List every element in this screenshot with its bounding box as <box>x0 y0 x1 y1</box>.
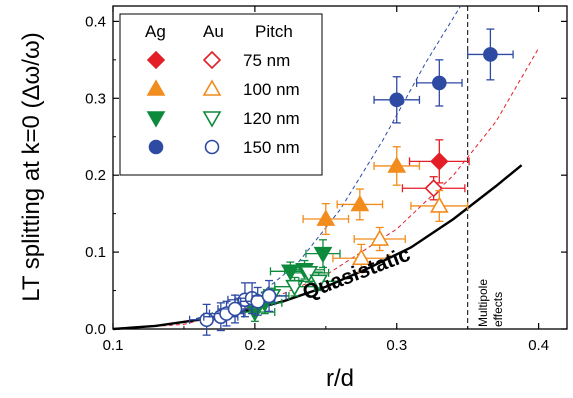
data-point <box>353 226 406 252</box>
data-point <box>302 202 350 236</box>
legend-au-150-nm-marker <box>204 139 220 155</box>
au-150-nm-marker <box>199 312 214 328</box>
x-tick-label: 0.3 <box>386 337 407 354</box>
y-tick-label: 0.0 <box>85 321 106 338</box>
legend-rows: 75 nm 100 nm 120 nm 150 nm <box>146 50 300 157</box>
ag-100-nm-marker <box>387 156 407 173</box>
data-point <box>251 279 287 312</box>
legend-ag-100-nm-marker <box>146 79 166 96</box>
ticks-layer: 0.1 0.2 0.3 0.40.00.10.20.30.4 <box>85 6 567 354</box>
data-point <box>332 243 391 273</box>
legend-header-pitch: Pitch <box>255 22 293 41</box>
au-150-nm-marker <box>261 288 277 304</box>
y-tick-label: 0.1 <box>85 244 106 261</box>
multipole-label-line1: Multipole <box>476 279 490 327</box>
ag-100-nm-marker <box>316 209 336 226</box>
data-point <box>288 262 330 283</box>
data-point <box>336 188 384 221</box>
au-100-nm-marker <box>351 248 371 266</box>
ag-150-nm-marker <box>389 92 405 108</box>
legend-au-120-nm-marker <box>202 111 222 128</box>
data-point <box>410 189 469 222</box>
ag-120-nm-marker <box>313 246 333 264</box>
legend-pitch-label: 100 nm <box>243 80 300 99</box>
data-point <box>298 271 340 292</box>
x-tick-label: 0.4 <box>528 337 549 354</box>
legend: Ag Au Pitch 75 nm 100 nm 120 nm 150 nm <box>119 13 323 176</box>
x-axis-title: r/d <box>326 365 354 392</box>
plot-area <box>112 5 568 330</box>
data-point <box>373 146 421 186</box>
au-75-nm-marker <box>424 179 443 198</box>
au-100-nm-marker <box>370 229 390 246</box>
legend-header-ag: Ag <box>145 22 166 41</box>
data-point <box>408 139 470 184</box>
ag-150-nm-marker <box>483 47 498 62</box>
x-tick-label: 0.1 <box>103 337 124 354</box>
dashed-fit-curve <box>112 48 540 330</box>
ag-150-nm-marker <box>432 75 447 91</box>
multipole-label-line2: effects <box>491 292 505 327</box>
legend-header-au: Au <box>203 22 224 41</box>
legend-ag-150-nm-marker <box>148 139 164 155</box>
data-point <box>208 300 245 327</box>
markers-layer <box>188 28 514 336</box>
data-point <box>415 59 463 107</box>
y-tick-label: 0.4 <box>85 13 106 30</box>
legend-ag-75-nm-marker <box>146 50 166 70</box>
y-axis-title: LT splitting at k=0 (Δω/ω) <box>18 32 45 301</box>
ag-75-nm-marker <box>430 152 449 171</box>
ag-100-nm-marker <box>350 194 370 212</box>
y-tick-label: 0.2 <box>85 167 106 184</box>
data-point <box>467 28 514 81</box>
legend-pitch-label: 150 nm <box>243 138 300 157</box>
plot-frame <box>112 5 568 330</box>
data-point <box>305 239 341 269</box>
legend-pitch-label: 120 nm <box>243 109 300 128</box>
x-tick-label: 0.2 <box>244 337 265 354</box>
au-120-nm-marker <box>309 274 329 291</box>
legend-au-75-nm-marker <box>202 50 222 70</box>
y-tick-label: 0.3 <box>85 90 106 107</box>
au-100-nm-marker <box>429 196 449 213</box>
legend-au-100-nm-marker <box>202 79 222 96</box>
legend-pitch-label: 75 nm <box>243 51 290 70</box>
au-150-nm-marker <box>227 301 243 317</box>
data-point <box>373 76 421 124</box>
legend-ag-120-nm-marker <box>146 111 166 128</box>
au-120-nm-marker <box>299 266 319 283</box>
data-point <box>401 176 466 201</box>
